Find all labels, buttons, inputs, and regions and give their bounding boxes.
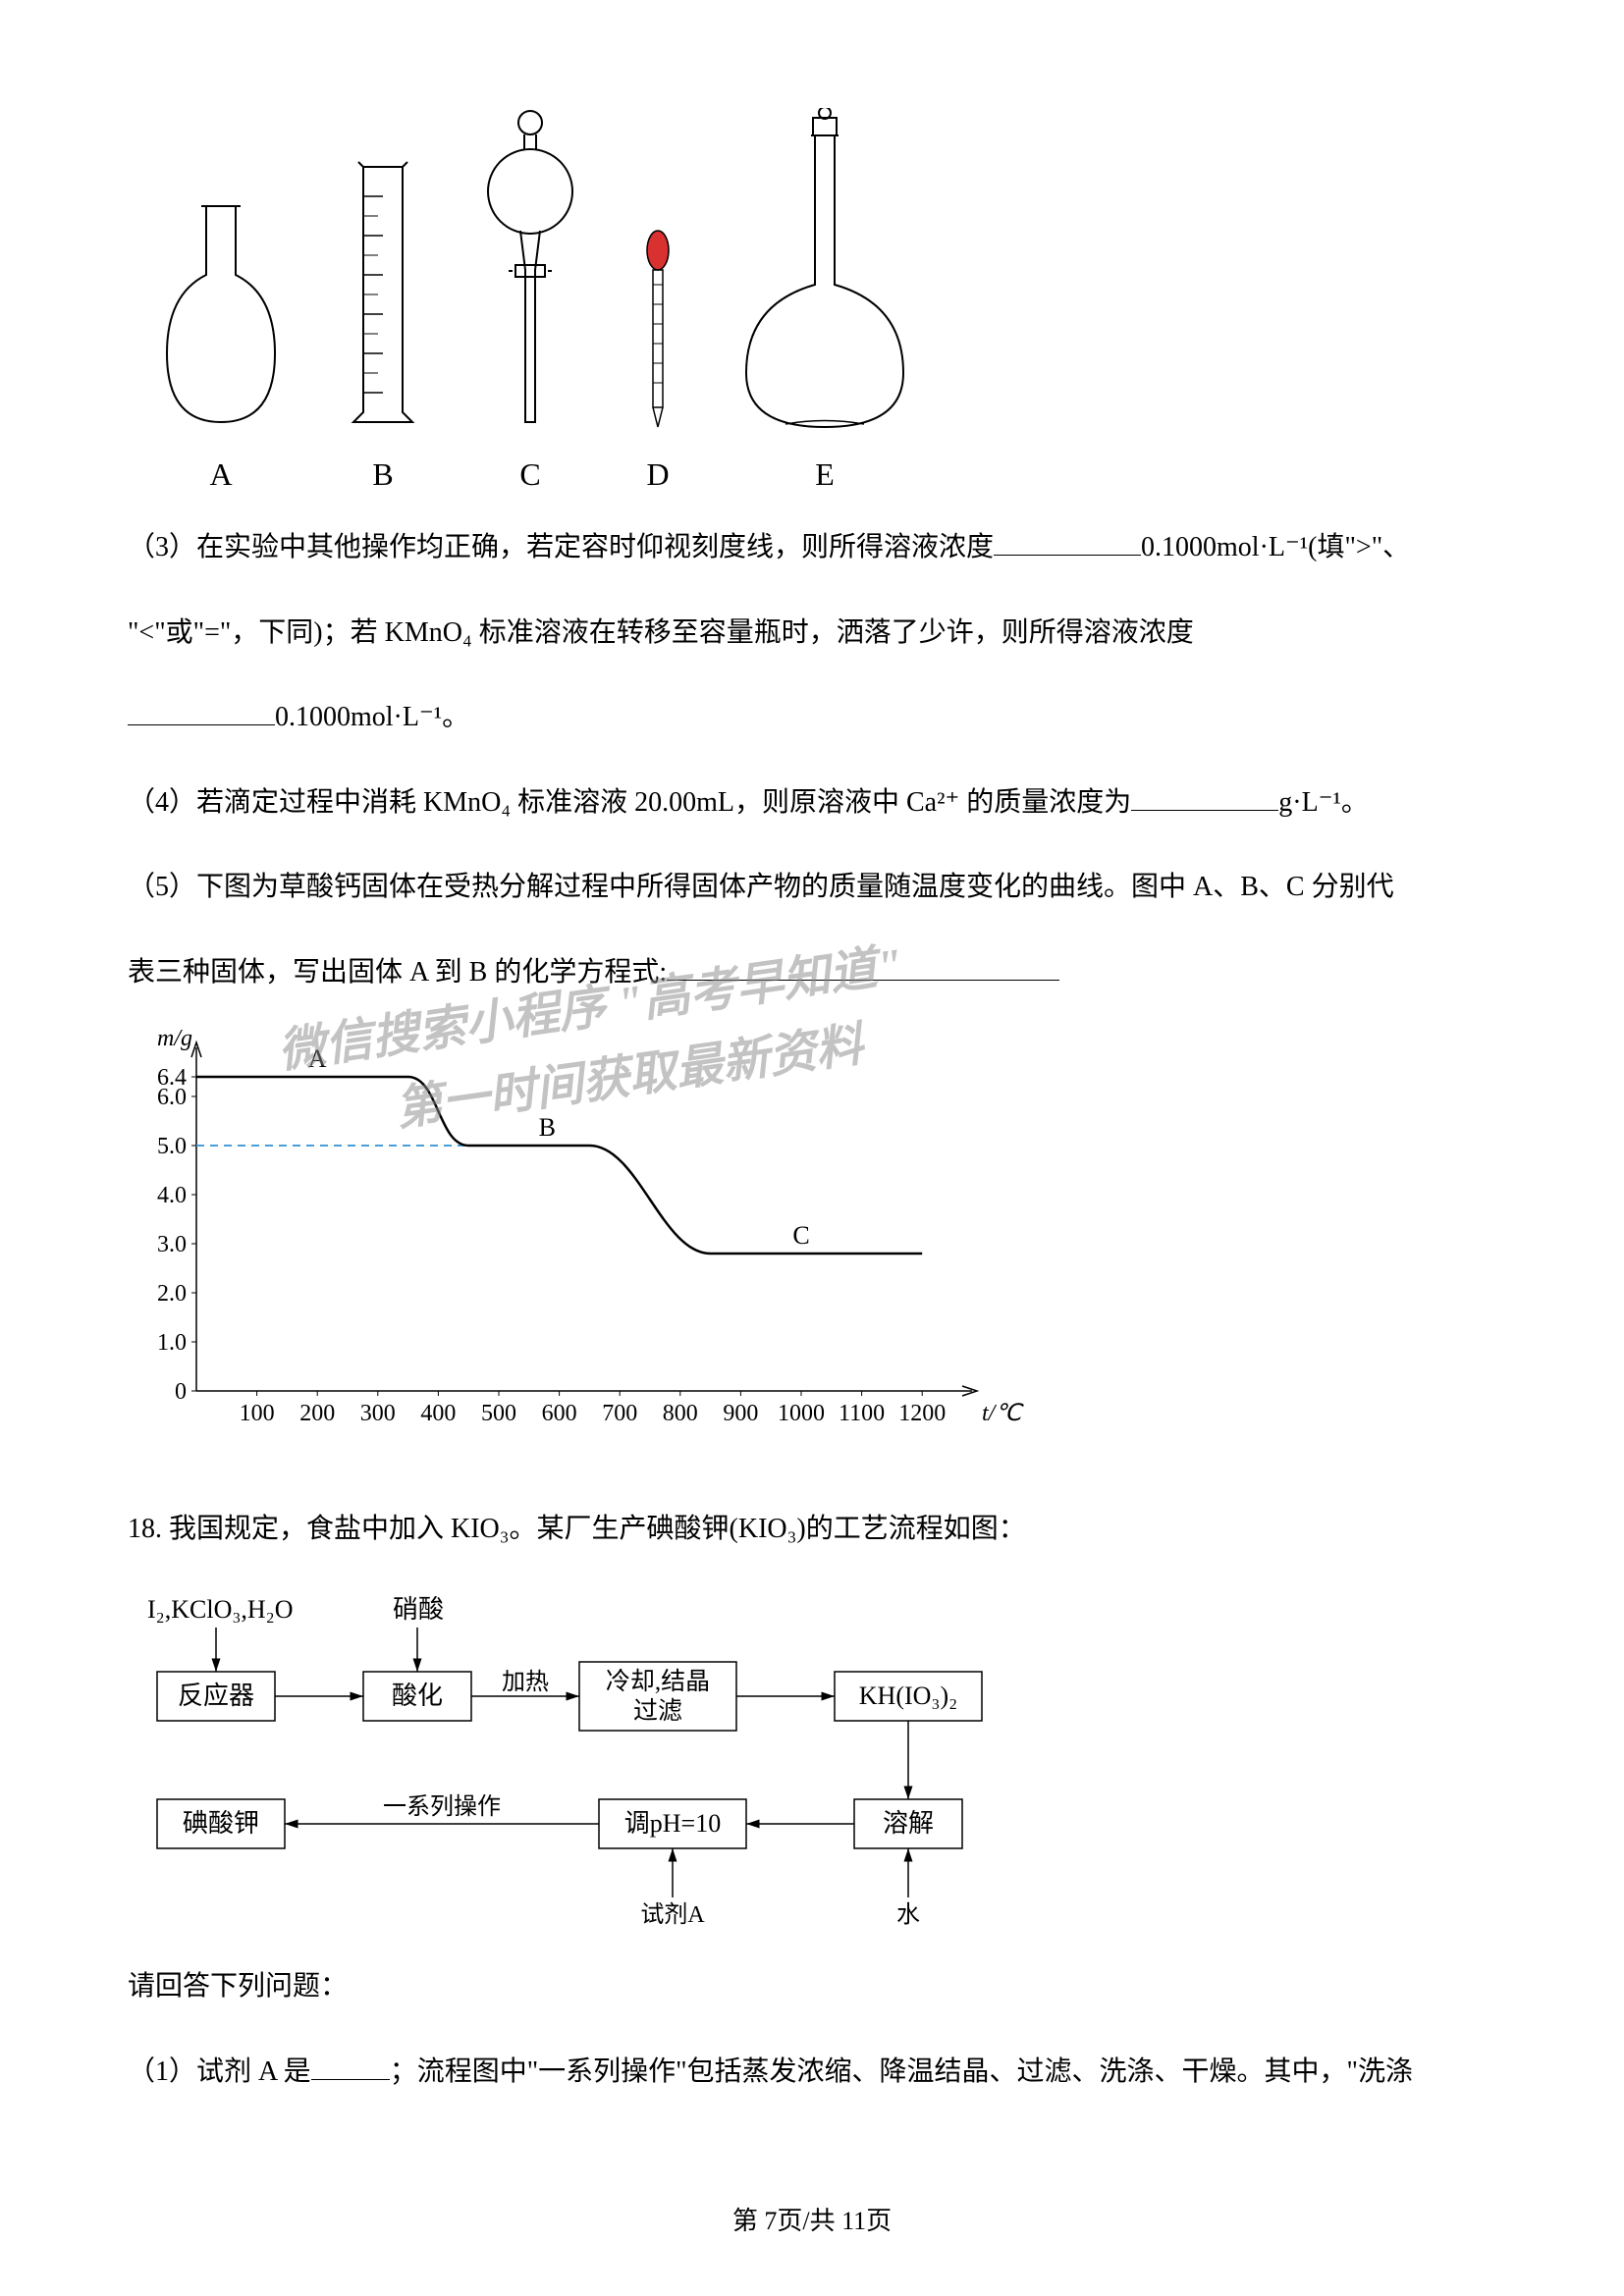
question-18-1: （1）试剂 A 是 ；流程图中"一系列操作"包括蒸发浓缩、降温结晶、过滤、洗涤、干… (128, 2042, 1496, 2103)
svg-text:B: B (539, 1113, 556, 1142)
q3-text1: （3）在实验中其他操作均正确，若定容时仰视刻度线，则所得溶液浓度 (128, 532, 994, 562)
svg-text:900: 900 (723, 1401, 758, 1426)
svg-text:300: 300 (360, 1401, 396, 1426)
svg-text:酸化: 酸化 (392, 1682, 443, 1710)
apparatus-label-c: C (519, 456, 540, 493)
apparatus-row: A B C (147, 98, 1496, 493)
svg-text:400: 400 (420, 1401, 456, 1426)
apparatus-label-e: E (815, 456, 835, 493)
apparatus-label-d: D (646, 456, 669, 493)
q3-text3: "<"或"="，下同)；若 KMnO₄ 标准溶液在转移至容量瓶时，洒落了少许，则… (128, 617, 1194, 648)
svg-text:C: C (792, 1221, 809, 1250)
svg-text:m/g: m/g (157, 1028, 192, 1051)
q5-blank (667, 953, 1059, 981)
process-flowchart: I₂,KClO₃,H₂O 硝酸 反应器 酸化 加热 冷却,结晶 过滤 KH(IO… (128, 1583, 1496, 1932)
q4-blank (1131, 783, 1278, 811)
question-3b: "<"或"="，下同)；若 KMnO₄ 标准溶液在转移至容量瓶时，洒落了少许，则… (128, 603, 1496, 664)
svg-text:试剂A: 试剂A (640, 1901, 705, 1927)
svg-text:1100: 1100 (839, 1401, 885, 1426)
dropper-icon (628, 226, 687, 442)
svg-text:水: 水 (896, 1901, 920, 1927)
apparatus-label-b: B (372, 456, 393, 493)
svg-text:200: 200 (299, 1401, 335, 1426)
svg-text:1.0: 1.0 (157, 1330, 187, 1356)
svg-text:3.0: 3.0 (157, 1232, 187, 1257)
q3-text4: 0.1000mol·L⁻¹。 (275, 702, 469, 732)
svg-text:6.4: 6.4 (157, 1065, 187, 1091)
svg-text:过滤: 过滤 (633, 1697, 682, 1725)
svg-text:反应器: 反应器 (178, 1682, 254, 1710)
svg-text:2.0: 2.0 (157, 1281, 187, 1307)
decomposition-chart-container: 微信搜索小程序 "高考早知道" 第一时间获取最新资料 01.02.03.04.0… (128, 1028, 1496, 1474)
svg-text:A: A (308, 1044, 327, 1073)
question-5b: 表三种固体，写出固体 A 到 B 的化学方程式: (128, 942, 1496, 1003)
question-18-followup: 请回答下列问题： (128, 1956, 1496, 2017)
q3-blank1 (994, 528, 1141, 556)
svg-text:加热: 加热 (502, 1669, 549, 1695)
svg-text:500: 500 (481, 1401, 516, 1426)
svg-text:硝酸: 硝酸 (393, 1595, 444, 1624)
svg-text:碘酸钾: 碘酸钾 (183, 1809, 259, 1838)
q4-text2: g·L⁻¹。 (1278, 787, 1369, 818)
svg-text:700: 700 (602, 1401, 637, 1426)
svg-text:100: 100 (240, 1401, 275, 1426)
q18-1-blank (311, 2053, 390, 2080)
svg-text:4.0: 4.0 (157, 1183, 187, 1208)
apparatus-b: B (334, 147, 432, 493)
q4-text1: （4）若滴定过程中消耗 KMnO₄ 标准溶液 20.00mL，则原溶液中 Ca²… (128, 787, 1131, 818)
svg-text:溶解: 溶解 (883, 1809, 934, 1838)
volumetric-flask-icon (727, 108, 923, 442)
apparatus-c: C (471, 98, 589, 493)
svg-text:5.0: 5.0 (157, 1134, 187, 1159)
svg-text:KH(IO₃)₂: KH(IO₃)₂ (859, 1682, 957, 1710)
apparatus-a: A (147, 187, 295, 493)
q3-text2: 0.1000mol·L⁻¹(填">"、 (1141, 532, 1410, 562)
svg-text:0: 0 (175, 1379, 187, 1405)
decomposition-chart: 01.02.03.04.05.06.06.4100200300400500600… (128, 1028, 1090, 1469)
svg-text:1200: 1200 (898, 1401, 946, 1426)
svg-text:1000: 1000 (778, 1401, 825, 1426)
svg-text:调pH=10: 调pH=10 (624, 1809, 721, 1838)
question-18-intro: 18. 我国规定，食盐中加入 KIO₃。某厂生产碘酸钾(KIO₃)的工艺流程如图… (128, 1499, 1496, 1560)
flask-round-icon (147, 187, 295, 442)
question-3: （3）在实验中其他操作均正确，若定容时仰视刻度线，则所得溶液浓度 0.1000mo… (128, 517, 1496, 578)
svg-text:t/℃: t/℃ (982, 1401, 1024, 1426)
question-3c: 0.1000mol·L⁻¹。 (128, 687, 1496, 748)
page-footer: 第 7页/共 11页 (0, 2201, 1624, 2237)
q5-text1: （5）下图为草酸钙固体在受热分解过程中所得固体产物的质量随温度变化的曲线。图中 … (128, 872, 1394, 902)
flowchart-svg: I₂,KClO₃,H₂O 硝酸 反应器 酸化 加热 冷却,结晶 过滤 KH(IO… (128, 1583, 1208, 1927)
flow-input: I₂,KClO₃,H₂O (147, 1595, 294, 1624)
q18-1-text1: （1）试剂 A 是 (128, 2056, 311, 2087)
question-4: （4）若滴定过程中消耗 KMnO₄ 标准溶液 20.00mL，则原溶液中 Ca²… (128, 773, 1496, 833)
q18-1-text2: ；流程图中"一系列操作"包括蒸发浓缩、降温结晶、过滤、洗涤、干燥。其中，"洗涤 (390, 2056, 1413, 2087)
apparatus-label-a: A (209, 456, 232, 493)
question-5a: （5）下图为草酸钙固体在受热分解过程中所得固体产物的质量随温度变化的曲线。图中 … (128, 857, 1496, 918)
sep-funnel-icon (471, 98, 589, 442)
q3-blank2 (128, 698, 275, 725)
cylinder-icon (334, 147, 432, 442)
svg-text:600: 600 (542, 1401, 577, 1426)
svg-text:冷却,结晶: 冷却,结晶 (606, 1668, 710, 1695)
svg-text:800: 800 (663, 1401, 698, 1426)
q5-text2: 表三种固体，写出固体 A 到 B 的化学方程式: (128, 957, 667, 988)
apparatus-d: D (628, 226, 687, 493)
svg-text:一系列操作: 一系列操作 (383, 1793, 501, 1820)
apparatus-e: E (727, 108, 923, 493)
